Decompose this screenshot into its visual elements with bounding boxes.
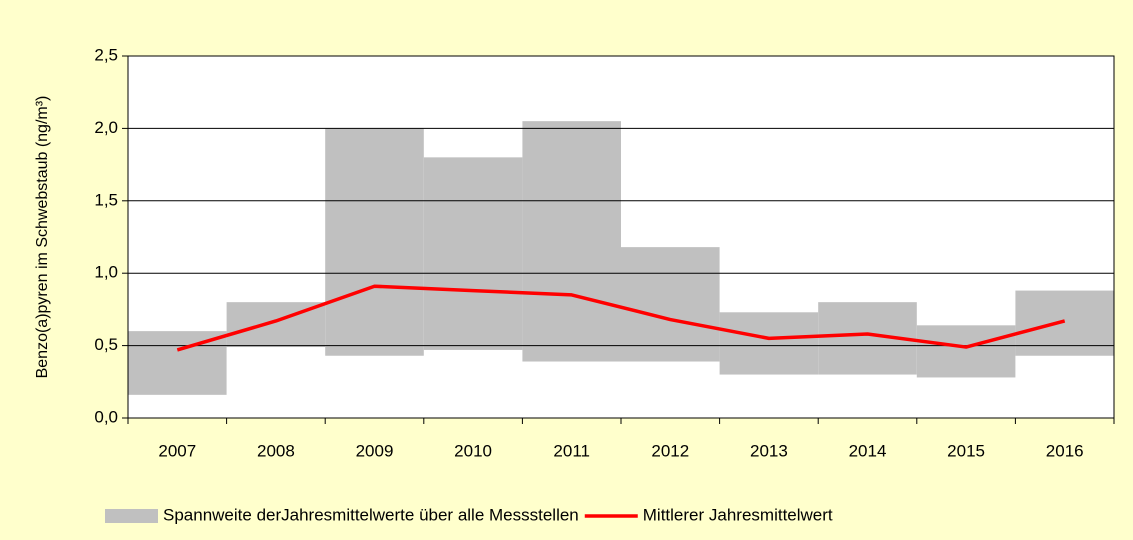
x-tick-label: 2016 [1046,441,1084,460]
mean-line [176,284,1066,352]
y-tick-label: 1,0 [94,263,118,282]
x-tick-label: 2015 [947,441,985,460]
x-tick-label: 2014 [849,441,887,460]
range-bar [423,157,523,350]
x-tick-label: 2008 [257,441,295,460]
legend-swatch [105,509,158,523]
y-tick-label: 0,0 [94,407,118,426]
range-bar [719,312,819,375]
x-tick-label: 2007 [158,441,196,460]
range-bar [325,128,424,356]
range-bar [522,121,621,362]
y-tick-label: 1,5 [94,190,118,209]
x-tick-label: 2011 [553,441,590,460]
range-bar [621,247,720,362]
y-tick-label: 2,5 [94,45,118,64]
legend-label: Spannweite derJahresmittelwerte über all… [163,505,579,524]
y-tick-label: 0,5 [94,335,118,354]
y-axis-label: Benzo(a)pyren im Schwebstaub (ng/m³) [34,96,51,379]
x-tick-label: 2009 [356,441,394,460]
y-tick-label: 2,0 [94,118,118,137]
range-bar [1015,290,1114,356]
x-tick-label: 2012 [651,441,689,460]
legend-label: Mittlerer Jahresmittelwert [643,505,833,524]
range-bar [916,325,1016,378]
x-tick-label: 2010 [454,441,492,460]
x-tick-label: 2013 [750,441,788,460]
